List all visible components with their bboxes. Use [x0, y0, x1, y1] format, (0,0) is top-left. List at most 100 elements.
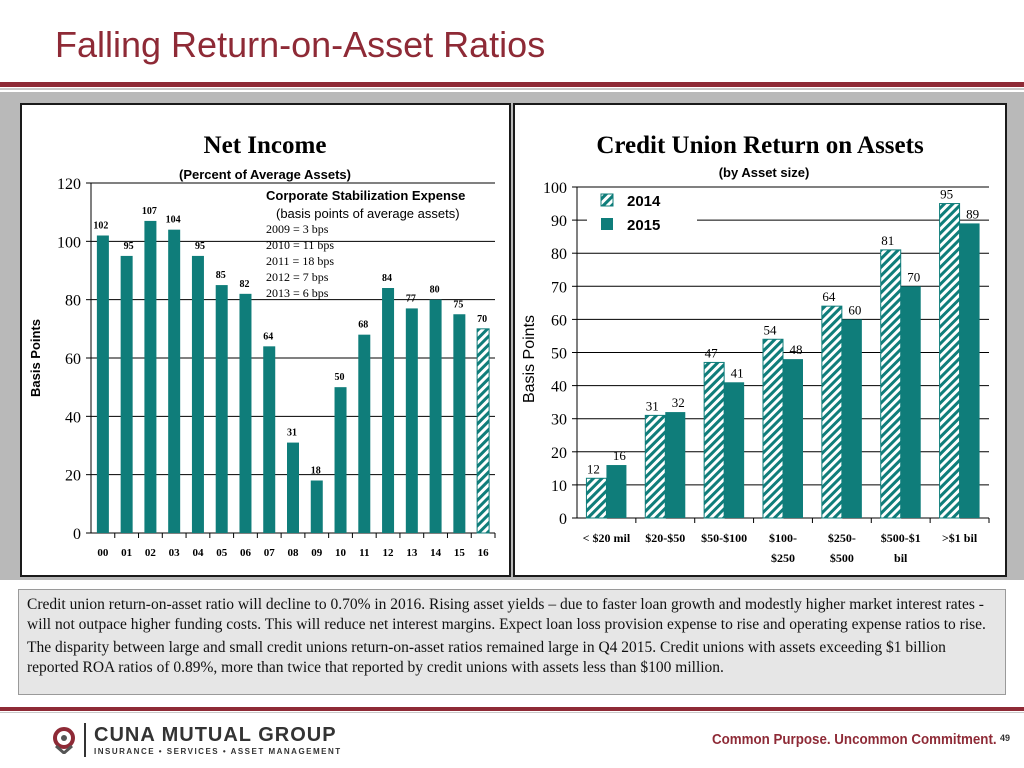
x-tick-label: 09 [311, 547, 323, 559]
bar-2015 [783, 359, 803, 518]
logo-tagline: INSURANCE • SERVICES • ASSET MANAGEMENT [94, 746, 342, 756]
x-tick-label: 13 [406, 547, 418, 559]
bar-2015 [900, 286, 921, 518]
y-tick-label: 20 [65, 468, 81, 485]
x-tick-label: 05 [216, 547, 228, 559]
annotation-line: 2009 = 3 bps [266, 222, 329, 236]
bar-2014 [762, 338, 784, 519]
bar [382, 288, 395, 533]
logo-name: CUNA MUTUAL GROUP [94, 723, 337, 746]
y-tick-label: 40 [551, 379, 567, 396]
chart-subtitle: (Percent of Average Assets) [179, 167, 351, 182]
legend-label: 2014 [627, 193, 661, 210]
x-tick-label: $250- [828, 531, 856, 545]
x-tick-label: 08 [288, 547, 300, 559]
bar-value-label: 68 [358, 320, 368, 331]
x-tick-label: 12 [383, 547, 395, 559]
x-tick-label: bil [894, 551, 908, 565]
bar [263, 346, 276, 533]
title-divider-shadow [0, 88, 1024, 90]
bar [215, 285, 228, 533]
bar-value-label: 31 [646, 398, 659, 413]
bar-value-label: 107 [142, 206, 157, 217]
y-tick-label: 20 [551, 445, 567, 462]
annotation-line: 2010 = 11 bps [266, 238, 334, 252]
bar [287, 442, 299, 533]
bar [429, 299, 442, 533]
x-tick-label: 14 [430, 547, 442, 559]
net-income-chart: Net Income (Percent of Average Assets) Bas… [28, 132, 496, 559]
y-tick-label: 0 [559, 511, 567, 528]
bar-value-label: 80 [430, 285, 440, 296]
x-tick-label: $500-$1 [881, 531, 921, 545]
annotation-line: 2012 = 7 bps [266, 270, 329, 284]
x-tick-label: $50-$100 [701, 531, 747, 545]
x-tick-label: 03 [169, 547, 181, 559]
bar-value-label: 75 [453, 299, 463, 310]
bar [239, 293, 252, 533]
legend-label: 2015 [627, 217, 660, 234]
roa-by-asset-size-chart: Credit Union Return on Assets (by Asset s… [521, 132, 990, 565]
x-tick-label: 02 [145, 547, 157, 559]
bar-value-label: 104 [166, 215, 181, 226]
bar-value-label: 81 [881, 233, 894, 248]
legend-swatch-2014 [600, 193, 614, 207]
bar-value-label: 84 [382, 273, 392, 284]
bar-2015 [841, 319, 862, 518]
cuna-mutual-logo-icon [50, 726, 78, 755]
bar-value-label: 64 [822, 289, 836, 304]
slide-title: Falling Return-on-Asset Ratios [55, 24, 546, 65]
y-tick-label: 80 [65, 293, 81, 310]
bar [453, 314, 466, 533]
x-tick-label: 11 [359, 547, 369, 559]
bar-value-label: 41 [731, 365, 744, 380]
y-tick-label: 70 [551, 279, 567, 296]
bar-value-label: 95 [940, 187, 953, 202]
x-tick-label: $250 [771, 551, 795, 565]
commentary-box: Credit union return-on-asset ratio will … [18, 589, 1006, 695]
x-tick-label: $100- [769, 531, 797, 545]
page-number: 49 [1000, 733, 1011, 743]
y-axis-label: Basis Points [28, 319, 43, 397]
bar-2014 [703, 361, 725, 519]
y-axis-label: Basis Points [521, 315, 538, 403]
x-tick-label: 07 [264, 547, 276, 559]
x-tick-label: < $20 mil [583, 531, 631, 545]
bar [191, 255, 204, 533]
commentary-paragraph-1: Credit union return-on-asset ratio will … [27, 596, 986, 633]
x-tick-label: 10 [335, 547, 347, 559]
x-tick-label: >$1 bil [942, 531, 978, 545]
bar [310, 480, 323, 533]
bar [476, 328, 490, 534]
annotation-line: 2011 = 18 bps [266, 254, 334, 268]
x-tick-label: 06 [240, 547, 252, 559]
bar-2015 [665, 412, 686, 518]
x-tick-label: 16 [478, 547, 490, 559]
bar-value-label: 54 [764, 322, 778, 337]
title-divider [0, 82, 1024, 87]
chart-title: Credit Union Return on Assets [596, 132, 924, 159]
bar-2014 [644, 414, 666, 519]
bar-value-label: 64 [263, 331, 273, 342]
bar-value-label: 89 [966, 206, 979, 221]
y-tick-label: 120 [57, 176, 81, 193]
bar-value-label: 95 [124, 241, 134, 252]
bar-value-label: 60 [848, 302, 861, 317]
bar-2015 [724, 382, 745, 518]
roa-by-asset-size-chart-panel: Credit Union Return on Assets (by Asset s… [513, 103, 1007, 577]
bar-value-label: 16 [613, 448, 627, 463]
bar [358, 334, 371, 533]
y-tick-label: 80 [551, 246, 567, 263]
y-tick-label: 50 [551, 346, 567, 363]
chart-subtitle: (by Asset size) [719, 165, 810, 180]
bar-value-label: 102 [93, 221, 108, 232]
bar-value-label: 18 [311, 466, 321, 477]
x-tick-label: 15 [454, 547, 466, 559]
x-tick-label: $500 [830, 551, 854, 565]
bar [334, 387, 347, 533]
annotation-subheading: (basis points of average assets) [276, 206, 460, 221]
company-logo: CUNA MUTUAL GROUP INSURANCE • SERVICES •… [50, 722, 342, 758]
bar-2015 [606, 465, 627, 518]
x-tick-label: 04 [192, 547, 204, 559]
chart-title: Net Income [204, 132, 327, 159]
